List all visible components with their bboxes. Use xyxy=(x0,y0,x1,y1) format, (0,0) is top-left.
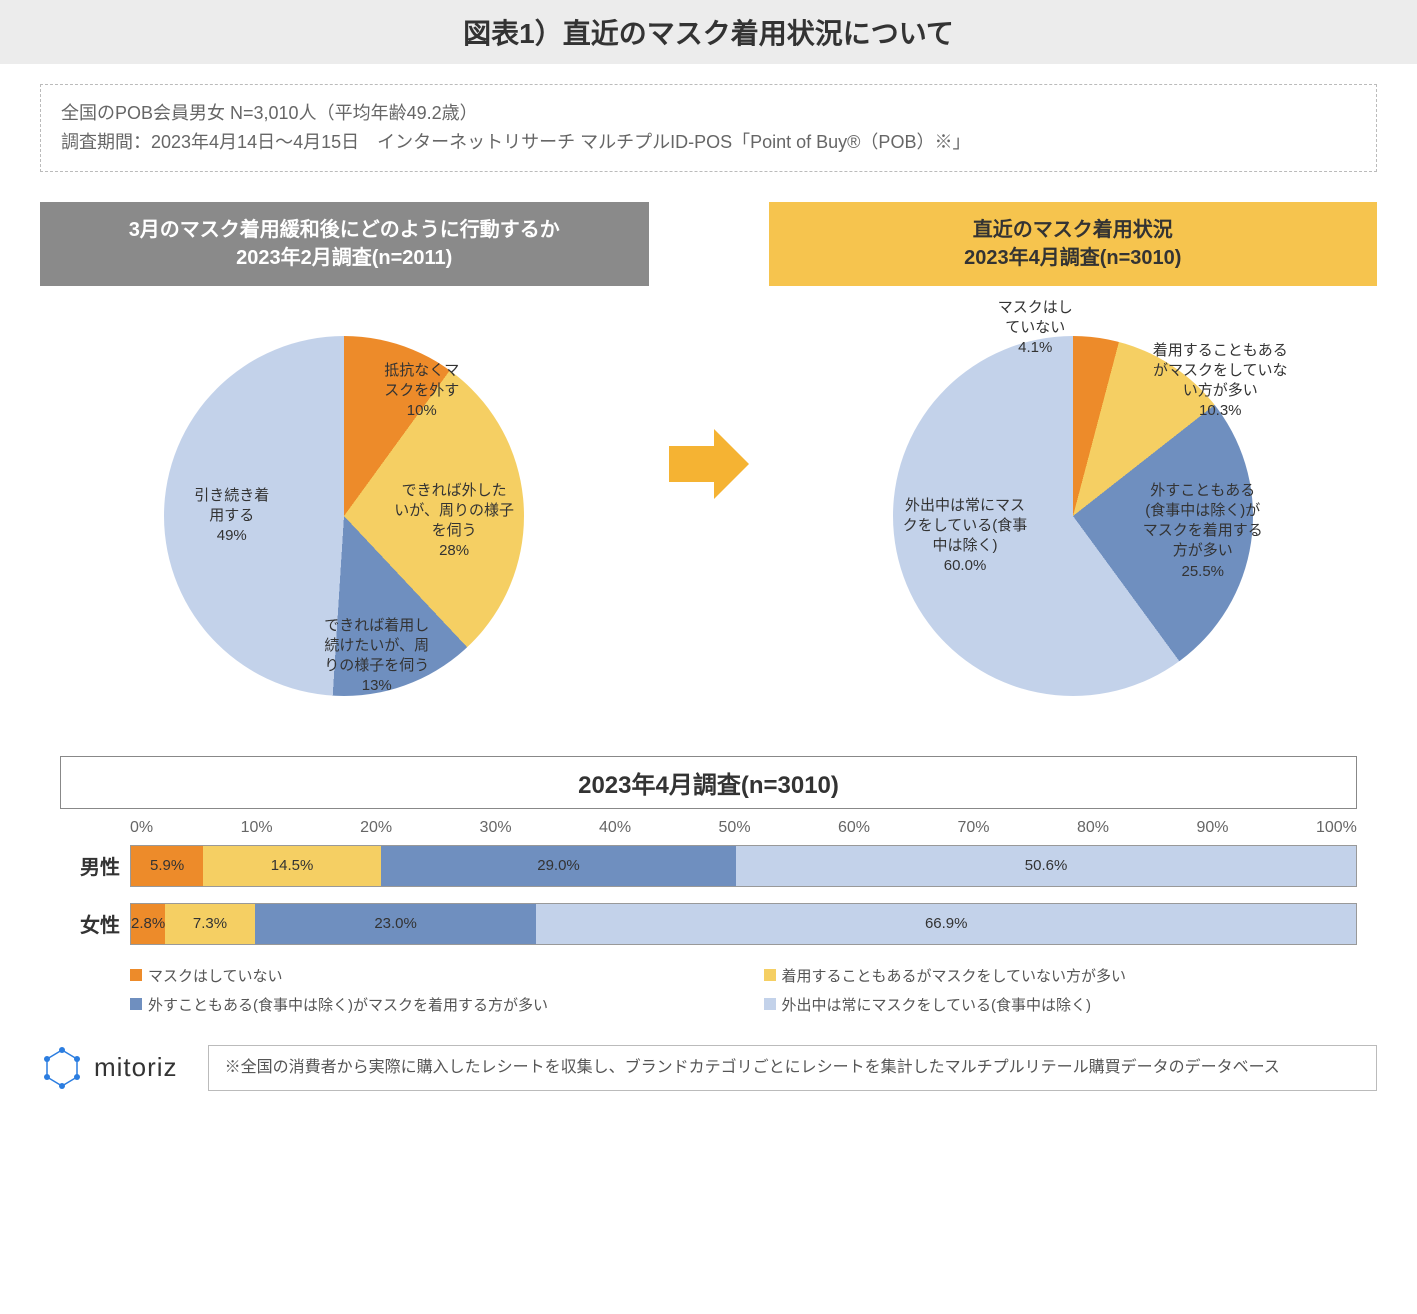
bar-track: 2.8%7.3%23.0%66.9% xyxy=(130,903,1357,945)
legend-item: 外出中は常にマスクをしている(食事中は除く) xyxy=(764,994,1358,1015)
axis-tick: 50% xyxy=(719,819,751,837)
bar-section: 2023年4月調査(n=3010) 0% 10% 20% 30% 40% 50% 60% 70… xyxy=(60,756,1357,945)
pie-slice-label: 着用することもあるがマスクをしていない方が多い10.3% xyxy=(1153,341,1288,422)
legend-item: マスクはしていない xyxy=(130,965,724,986)
pie-slice-label: できれば外したいが、周りの様子を伺う28% xyxy=(394,481,514,562)
legend-swatch xyxy=(130,998,142,1010)
pie-slice-label: 外すこともある(食事中は除く)がマスクを着用する方が多い25.5% xyxy=(1143,481,1263,582)
info-line1: 全国のPOB会員男女 N=3,010人（平均年齢49.2歳） xyxy=(61,99,1356,128)
right-pie-column: 直近のマスク着用状況2023年4月調査(n=3010) マスクはしていない4.1… xyxy=(769,202,1378,726)
axis-tick: 30% xyxy=(480,819,512,837)
axis-tick: 20% xyxy=(360,819,392,837)
bar-segment: 7.3% xyxy=(165,904,254,944)
left-pie-column: 3月のマスク着用緩和後にどのように行動するか2023年2月調査(n=2011) … xyxy=(40,202,649,726)
legend-label: 外出中は常にマスクをしている(食事中は除く) xyxy=(782,994,1092,1015)
pie-charts-row: 3月のマスク着用緩和後にどのように行動するか2023年2月調査(n=2011) … xyxy=(0,192,1417,746)
logo-mark-icon xyxy=(40,1046,84,1090)
axis-tick: 90% xyxy=(1196,819,1228,837)
bar-segment: 50.6% xyxy=(736,846,1356,886)
axis-tick: 40% xyxy=(599,819,631,837)
main-title: 図表1）直近のマスク着用状況について xyxy=(0,0,1417,64)
bar-legend: マスクはしていない 着用することもあるがマスクをしていない方が多い外すこともある(… xyxy=(130,965,1357,1015)
info-line2: 調査期間：2023年4月14日〜4月15日 インターネットリサーチ マルチプルI… xyxy=(61,128,1356,157)
footnote: ※全国の消費者から実際に購入したレシートを収集し、ブランドカテゴリごとにレシート… xyxy=(208,1045,1377,1091)
logo-text: mitoriz xyxy=(94,1052,178,1083)
axis-tick: 80% xyxy=(1077,819,1109,837)
bar-axis: 0% 10% 20% 30% 40% 50% 60% 70% 80% 90% 100% xyxy=(130,819,1357,837)
axis-tick: 70% xyxy=(957,819,989,837)
bar-title: 2023年4月調査(n=3010) xyxy=(60,756,1357,809)
pie-slice-label: 引き続き着用する49% xyxy=(194,486,269,547)
legend-swatch xyxy=(764,998,776,1010)
legend-swatch xyxy=(130,969,142,981)
legend-label: 着用することもあるがマスクをしていない方が多い xyxy=(782,965,1127,986)
legend-item: 外すこともある(食事中は除く)がマスクを着用する方が多い xyxy=(130,994,724,1015)
axis-tick: 100% xyxy=(1316,819,1357,837)
pie-slice-label: 外出中は常にマスクをしている(食事中は除く)60.0% xyxy=(903,496,1028,577)
legend-swatch xyxy=(764,969,776,981)
axis-tick: 60% xyxy=(838,819,870,837)
axis-tick: 0% xyxy=(130,819,153,837)
footer: mitoriz ※全国の消費者から実際に購入したレシートを収集し、ブランドカテゴ… xyxy=(0,1035,1417,1121)
mitoriz-logo: mitoriz xyxy=(40,1046,178,1090)
bar-row-label: 男性 xyxy=(60,851,120,880)
pie-slice-label: マスクはしていない4.1% xyxy=(998,298,1073,359)
bar-track: 5.9%14.5%29.0%50.6% xyxy=(130,845,1357,887)
right-pie-wrap: マスクはしていない4.1%着用することもあるがマスクをしていない方が多い10.3… xyxy=(843,306,1303,726)
bar-row: 女性2.8%7.3%23.0%66.9% xyxy=(130,903,1357,945)
left-pie-wrap: 抵抗なくマスクを外す10% できれば外したいが、周りの様子を伺う28% できれば着用… xyxy=(114,306,574,726)
bar-segment: 5.9% xyxy=(131,846,203,886)
survey-info-box: 全国のPOB会員男女 N=3,010人（平均年齢49.2歳） 調査期間：2023… xyxy=(40,84,1377,172)
bar-segment: 29.0% xyxy=(381,846,736,886)
axis-tick: 10% xyxy=(241,819,273,837)
pie-slice-label: 抵抗なくマスクを外す10% xyxy=(384,361,459,422)
bar-row: 男性5.9%14.5%29.0%50.6% xyxy=(130,845,1357,887)
bar-chart: 0%10%20%30%40%50%60%70%80%90%100% 男性5.9%… xyxy=(60,819,1357,945)
legend-item: 着用することもあるがマスクをしていない方が多い xyxy=(764,965,1358,986)
bar-segment: 14.5% xyxy=(203,846,381,886)
bar-segment: 23.0% xyxy=(255,904,537,944)
arrow-icon xyxy=(669,429,749,499)
bar-row-label: 女性 xyxy=(60,909,120,938)
right-pie-header: 直近のマスク着用状況2023年4月調査(n=3010) xyxy=(769,202,1378,286)
pie-slice-label: できれば着用し続けたいが、周りの様子を伺う13% xyxy=(324,616,429,697)
bar-segment: 2.8% xyxy=(131,904,165,944)
bar-segment: 66.9% xyxy=(536,904,1356,944)
left-pie-header: 3月のマスク着用緩和後にどのように行動するか2023年2月調査(n=2011) xyxy=(40,202,649,286)
legend-label: マスクはしていない xyxy=(148,965,283,986)
legend-label: 外すこともある(食事中は除く)がマスクを着用する方が多い xyxy=(148,994,548,1015)
